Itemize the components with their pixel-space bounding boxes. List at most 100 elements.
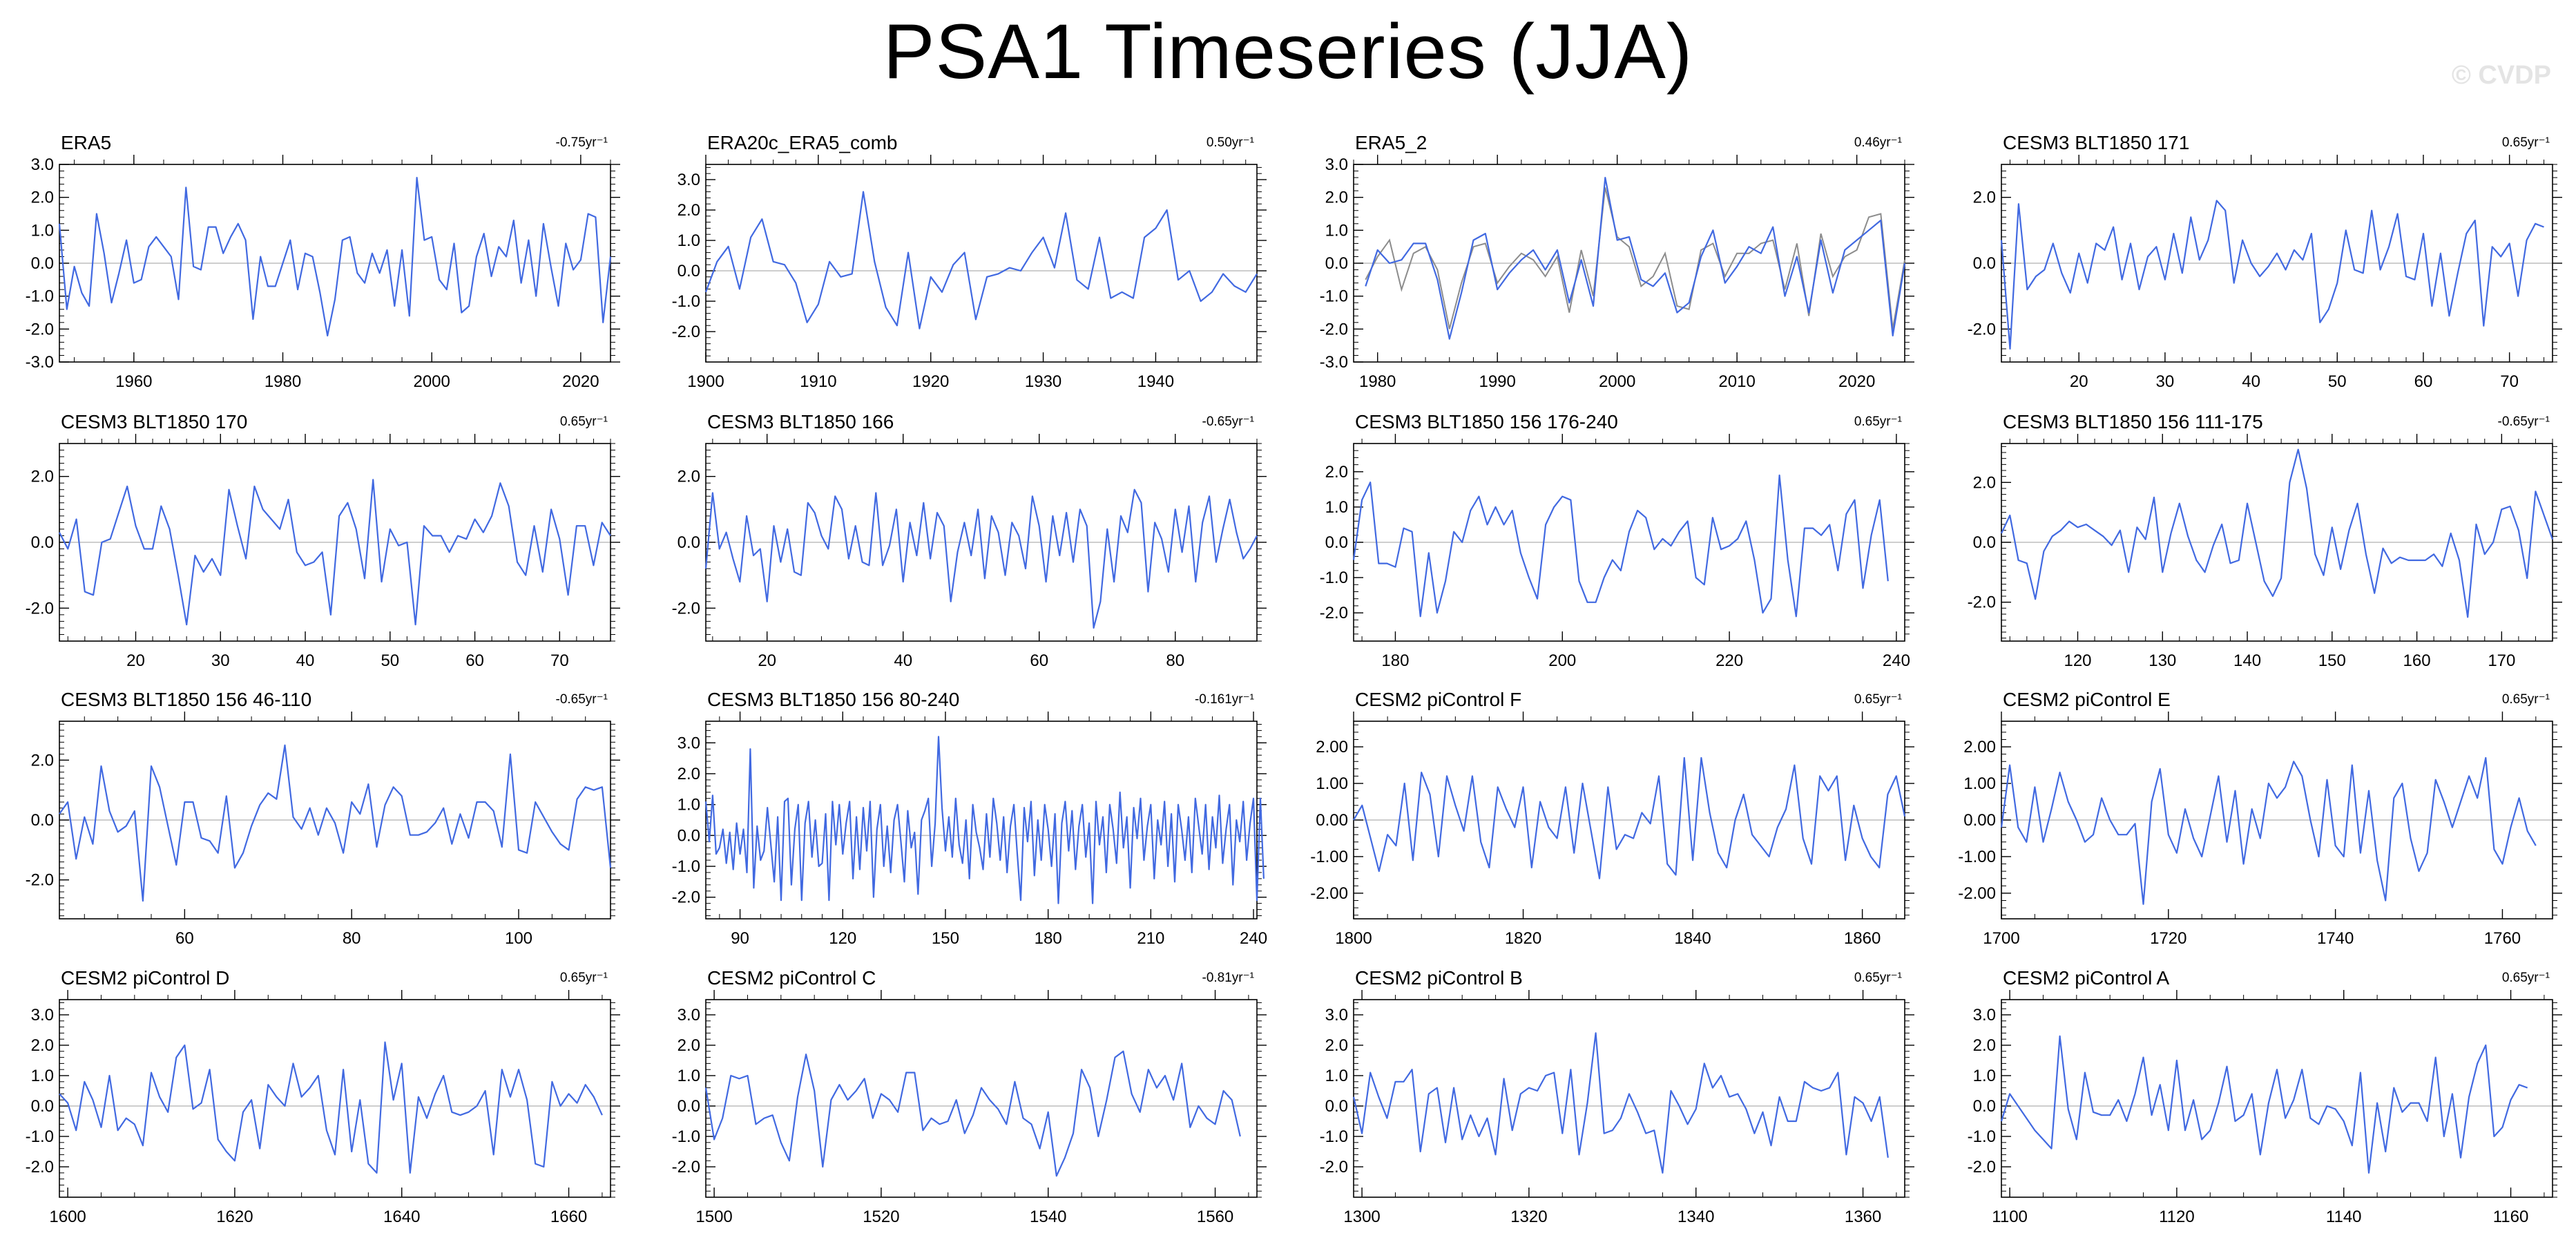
y-tick-label: -2.0 [26, 871, 54, 890]
y-tick-label: -1.0 [672, 1127, 700, 1146]
y-tick-label: -2.0 [26, 1158, 54, 1176]
y-tick-label: 0.0 [1973, 254, 1996, 273]
y-tick-label: 2.0 [1973, 473, 1996, 492]
panel-2: 1980 1990 2000 2010 2020 3.0 2.0 1.0 0.0 -1.0 -2.0… [1320, 132, 1914, 391]
series-line [704, 488, 1258, 629]
x-tick-label: 240 [1240, 929, 1267, 948]
panel-title: CESM3 BLT1850 166 [707, 411, 894, 432]
x-tick-label: 60 [465, 651, 484, 670]
x-tick-label: 1100 [1992, 1208, 2028, 1226]
x-tick-label: 170 [2488, 651, 2515, 670]
series-line [59, 1041, 603, 1174]
x-tick-label: 60 [1030, 651, 1048, 670]
series-line [704, 736, 1265, 904]
x-tick-label: 1990 [1479, 372, 1515, 391]
panel-13: 1500 1520 1540 1560 3.0 2.0 1.0 0.0 -1.0 -2.0 CESM… [672, 967, 1267, 1226]
x-tick-label: 1640 [383, 1208, 420, 1226]
x-tick-label: 240 [1883, 651, 1910, 670]
x-tick-label: 1520 [863, 1208, 899, 1226]
x-tick-label: 120 [2064, 651, 2091, 670]
y-tick-label: 2.0 [677, 765, 700, 783]
x-tick-label: 2020 [1838, 372, 1875, 391]
y-tick-label: 2.00 [1316, 738, 1348, 756]
y-tick-label: -1.0 [672, 857, 700, 876]
y-tick-label: 3.0 [31, 1006, 54, 1024]
x-tick-label: 1720 [2150, 929, 2186, 948]
trend-label: 0.65yr⁻¹ [560, 971, 608, 985]
y-tick-label: 3.0 [677, 734, 700, 752]
y-tick-label: -2.0 [1968, 593, 1996, 612]
x-tick-label: 200 [1548, 651, 1576, 670]
y-tick-label: 3.0 [1325, 1006, 1348, 1024]
panel-title: CESM2 piControl E [2003, 689, 2171, 710]
panel-title: CESM3 BLT1850 156 80-240 [707, 689, 959, 710]
x-tick-label: 1140 [2326, 1208, 2362, 1226]
x-tick-label: 30 [211, 651, 230, 670]
x-tick-label: 1740 [2317, 929, 2354, 948]
y-tick-label: 1.0 [1325, 221, 1348, 240]
trend-label: -0.161yr⁻¹ [1195, 692, 1254, 707]
x-tick-label: 1600 [49, 1208, 86, 1226]
y-tick-label: 2.0 [677, 201, 700, 220]
y-tick-label: 0.0 [31, 811, 54, 830]
x-tick-label: 130 [2149, 651, 2176, 670]
y-tick-label: 2.0 [31, 751, 54, 770]
y-tick-label: 3.0 [1973, 1006, 1996, 1024]
series-line [2000, 200, 2544, 350]
series-line [1352, 1032, 1889, 1174]
y-tick-label: -1.0 [1320, 1127, 1348, 1146]
panel-6: 180 200 220 240 2.0 1.0 0.0 -1.0 -2.0 CESM3 BLT18… [1320, 411, 1914, 670]
x-tick-label: 1660 [550, 1208, 587, 1226]
x-tick-label: 1900 [687, 372, 724, 391]
panel-title: ERA20c_ERA5_comb [707, 132, 897, 153]
x-tick-label: 90 [731, 929, 749, 948]
series-line [1365, 177, 1906, 340]
x-tick-label: 140 [2233, 651, 2261, 670]
y-tick-label: -2.0 [1320, 604, 1348, 622]
x-tick-label: 1540 [1030, 1208, 1066, 1226]
x-tick-label: 50 [2328, 372, 2347, 391]
x-tick-label: 2000 [413, 372, 450, 391]
x-tick-label: 80 [343, 929, 361, 948]
y-tick-label: -1.0 [26, 287, 54, 306]
x-tick-label: 20 [2070, 372, 2088, 391]
y-tick-label: 1.0 [677, 1067, 700, 1085]
x-tick-label: 70 [550, 651, 569, 670]
panel-title: ERA5 [61, 132, 111, 153]
y-tick-label: 2.0 [31, 1036, 54, 1055]
x-tick-label: 40 [296, 651, 315, 670]
x-tick-label: 1800 [1335, 929, 1372, 948]
y-tick-label: 1.0 [677, 796, 700, 814]
y-tick-label: -1.00 [1958, 848, 1996, 866]
y-tick-label: 0.0 [1973, 1097, 1996, 1116]
series-line [704, 1050, 1241, 1177]
plot-frame [1353, 999, 1905, 1198]
series-line [2000, 756, 2537, 905]
x-tick-label: 1120 [2159, 1208, 2195, 1226]
panel-9: 90 120 150 180 210 240 3.0 2.0 1.0 0.0 -1.0 -2.0 CES… [672, 689, 1267, 948]
trend-label: 0.65yr⁻¹ [1854, 971, 1902, 985]
x-tick-label: 1620 [216, 1208, 253, 1226]
y-tick-label: 1.0 [1325, 1067, 1348, 1085]
x-tick-label: 1320 [1510, 1208, 1547, 1226]
y-tick-label: 2.0 [1973, 1036, 1996, 1055]
panel-1: 1900 1910 1920 1930 1940 3.0 2.0 1.0 0.0 -1.0 -2.0… [672, 132, 1267, 391]
x-tick-label: 1300 [1343, 1208, 1380, 1226]
y-tick-label: 0.0 [31, 533, 54, 552]
y-tick-label: 0.0 [1325, 533, 1348, 552]
y-tick-label: -1.00 [1310, 848, 1348, 866]
y-tick-label: 2.0 [677, 1036, 700, 1055]
y-tick-label: 0.00 [1316, 811, 1348, 830]
panel-title: CESM3 BLT1850 156 46-110 [61, 689, 311, 710]
y-tick-label: 1.0 [31, 1067, 54, 1085]
x-tick-label: 20 [126, 651, 145, 670]
panel-7: 120 130 140 150 160 170 2.0 0.0 -2.0 CESM3 BLT185… [1968, 411, 2562, 670]
y-tick-label: 0.0 [31, 254, 54, 273]
x-tick-label: 150 [932, 929, 959, 948]
panel-4: 20 30 40 50 60 70 2.0 0.0 -2.0 CESM3 BLT1850 170 0… [26, 411, 620, 670]
panel-title: CESM3 BLT1850 171 [2003, 132, 2189, 153]
panel-5: 20 40 60 80 2.0 0.0 -2.0 CESM3 BLT1850 166 -0.65… [672, 411, 1267, 670]
panel-title: ERA5_2 [1355, 132, 1427, 153]
panel-title: CESM2 piControl F [1355, 689, 1521, 710]
trend-label: 0.65yr⁻¹ [1854, 414, 1902, 429]
